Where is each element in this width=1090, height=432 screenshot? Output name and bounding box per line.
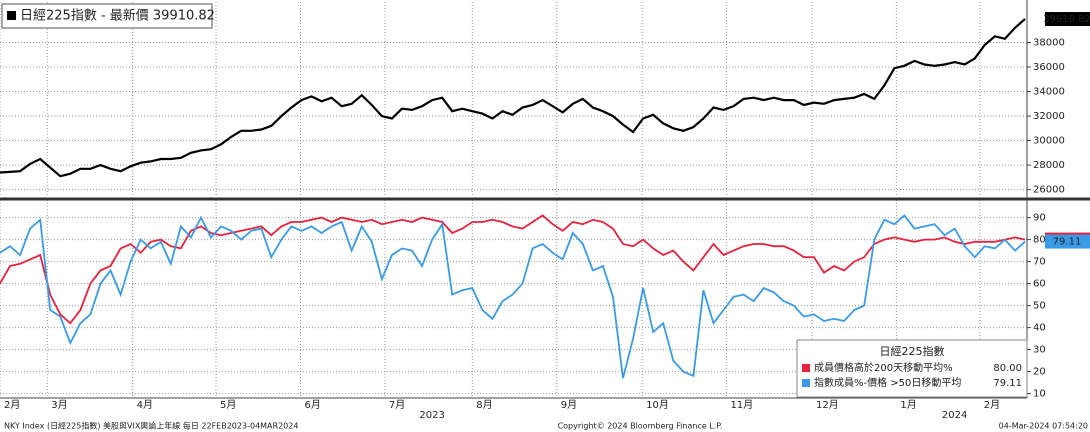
y-tick-label: 26000: [1033, 185, 1065, 196]
legend-label: 指數成員%-價格 >50日移動平均: [814, 376, 961, 389]
y-tick-label: 30: [1033, 345, 1046, 356]
y-tick-label: 50: [1033, 301, 1046, 312]
legend-label: 成員價格高於200天移動平均%: [814, 361, 953, 374]
y-tick-label: 34000: [1033, 87, 1065, 98]
y-tick-label: 40: [1033, 323, 1046, 334]
x-tick-label: 10月: [646, 399, 669, 411]
y-tick-label: 10: [1033, 389, 1046, 400]
year-label: 2023: [419, 410, 444, 421]
y-tick-label: 60: [1033, 279, 1046, 290]
x-tick-label: 8月: [476, 399, 492, 411]
y-tick-label: 80: [1033, 235, 1046, 246]
x-tick-label: 12月: [816, 399, 839, 411]
y-tick-label: 30000: [1033, 136, 1065, 147]
x-tick-label: 2月: [984, 399, 1000, 411]
footer-center: Copyright© 2024 Bloomberg Finance L.P.: [558, 422, 723, 431]
x-tick-label: 7月: [389, 399, 405, 411]
footer-right: 04-Mar-2024 07:54:20: [999, 422, 1088, 431]
legend-value: 79.11: [993, 378, 1022, 389]
data-line: [0, 214, 1026, 379]
x-tick-label: 4月: [137, 399, 153, 411]
legend-box: [796, 339, 1028, 398]
legend-title: 日經225指數: [880, 344, 945, 358]
y-tick-label: 90: [1033, 213, 1046, 224]
y-tick-label: 20: [1033, 367, 1046, 378]
data-line: [0, 18, 1026, 178]
x-tick-label: 11月: [731, 399, 754, 411]
chart-title: 日經225指數 - 最新價 39910.82: [20, 8, 215, 24]
y-tick-label: 36000: [1033, 62, 1065, 73]
y-tick-label: 38000: [1033, 37, 1065, 48]
title-swatch: [7, 11, 16, 20]
legend-swatch: [802, 364, 810, 372]
last-value-label: 79.11: [1053, 237, 1082, 248]
x-tick-label: 3月: [51, 399, 67, 411]
x-tick-label: 9月: [561, 399, 577, 411]
last-value-label: 39910.82: [1043, 14, 1090, 25]
x-tick-label: 1月: [900, 399, 916, 411]
x-tick-label: 5月: [220, 399, 236, 411]
x-tick-label: 2月: [4, 399, 20, 411]
last-value-box: [1045, 234, 1090, 249]
last-value-box: [1045, 12, 1090, 27]
y-tick-label: 28000: [1033, 160, 1065, 171]
data-line: [0, 214, 1026, 325]
title-box: [1, 3, 213, 29]
legend-swatch: [802, 379, 810, 387]
y-tick-label: 32000: [1033, 111, 1065, 122]
x-tick-label: 6月: [304, 399, 320, 411]
year-label: 2024: [942, 410, 967, 421]
legend-value: 80.00: [993, 363, 1022, 374]
footer-left: NKY Index (日經225指數) 美股與VIX輿論上年線 每日 22FEB…: [4, 421, 298, 431]
y-tick-label: 70: [1033, 257, 1046, 268]
